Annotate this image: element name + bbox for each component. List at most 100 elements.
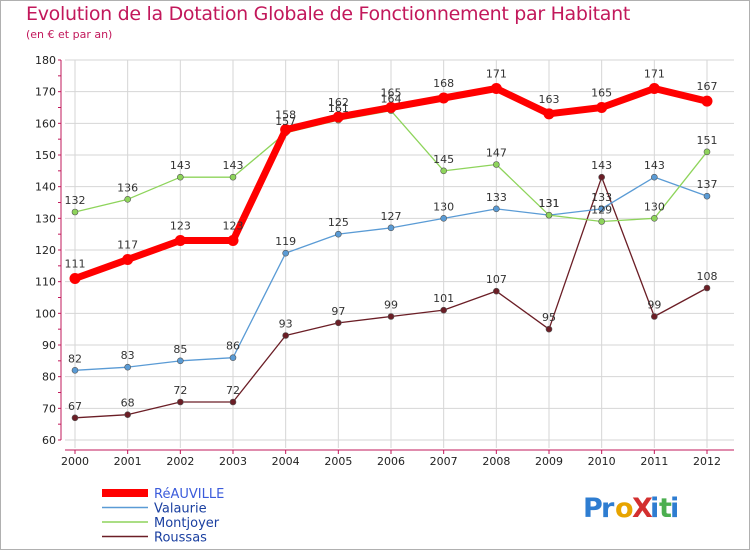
- data-label: 132: [65, 194, 86, 207]
- data-point: [227, 235, 239, 246]
- data-label: 171: [644, 68, 665, 81]
- y-tick-label: 170: [35, 86, 56, 99]
- chart-title: Evolution de la Dotation Globale de Fonc…: [26, 3, 631, 25]
- y-tick-label: 90: [42, 339, 56, 352]
- data-point: [282, 249, 289, 257]
- y-tick-label: 180: [35, 54, 56, 67]
- data-label: 131: [539, 197, 560, 210]
- data-label: 130: [433, 200, 454, 213]
- data-point: [493, 161, 500, 168]
- data-label: 165: [381, 87, 402, 100]
- data-point: [280, 124, 292, 136]
- data-label: 151: [697, 134, 718, 147]
- data-label: 99: [647, 299, 661, 312]
- data-point: [598, 173, 605, 181]
- data-point: [545, 325, 553, 333]
- y-tick-label: 110: [35, 276, 56, 289]
- data-labels-layer: 67 68 72 72 93 97 99 101 107 95 143 99 108 82 83 85 86 11…: [65, 68, 718, 413]
- y-tick-label: 80: [42, 371, 56, 384]
- data-point: [440, 306, 447, 314]
- data-label: 136: [117, 181, 138, 194]
- x-tick-label: 2008: [482, 455, 510, 468]
- series-layer: [69, 83, 713, 422]
- chart-subtitle: (en € et par an): [26, 28, 113, 41]
- data-label: 111: [65, 258, 86, 271]
- data-point: [440, 215, 447, 222]
- data-label: 162: [328, 96, 349, 109]
- data-label: 157: [275, 115, 296, 128]
- data-label: 158: [275, 109, 296, 122]
- x-tick-label: 2003: [219, 455, 247, 468]
- logo-letter: r: [601, 493, 615, 524]
- data-point: [387, 224, 395, 232]
- data-point: [596, 102, 608, 113]
- data-point: [651, 173, 658, 181]
- data-label: 72: [173, 384, 187, 397]
- data-label: 117: [117, 239, 138, 252]
- x-tick-label: 2007: [430, 455, 458, 468]
- logo-letter: P: [583, 493, 603, 524]
- data-label: 123: [223, 220, 244, 233]
- data-point: [438, 92, 450, 104]
- data-point: [71, 414, 79, 422]
- data-point: [335, 319, 342, 327]
- data-label: 143: [644, 159, 665, 172]
- data-label: 82: [68, 352, 82, 365]
- data-label: 107: [486, 273, 507, 286]
- data-point: [385, 102, 397, 113]
- data-label: 67: [68, 400, 82, 413]
- logo-letter: i: [670, 493, 679, 524]
- data-point: [490, 83, 502, 94]
- data-point: [703, 148, 711, 156]
- legend-label: Montjoyer: [154, 516, 220, 531]
- data-point: [174, 235, 186, 246]
- axes: 60 70 80 90 100 110 120 130 140 150 160 170 180 2000 2…: [35, 54, 734, 468]
- data-label: 133: [486, 191, 507, 204]
- y-tick-label: 70: [42, 402, 56, 415]
- data-point: [543, 108, 555, 120]
- legend-label: RéAUVILLE: [154, 487, 224, 502]
- data-label: 68: [121, 397, 135, 410]
- data-label: 85: [173, 343, 187, 356]
- x-tick-label: 2002: [166, 455, 194, 468]
- data-point: [229, 173, 237, 181]
- data-point: [177, 173, 184, 181]
- data-point: [648, 83, 660, 94]
- data-label: 147: [486, 147, 507, 160]
- y-tick-label: 120: [35, 244, 56, 257]
- data-label: 165: [591, 87, 612, 100]
- data-label: 119: [275, 235, 296, 248]
- y-tick-label: 60: [42, 434, 56, 447]
- data-label: 161: [328, 102, 349, 115]
- data-point: [124, 411, 131, 418]
- x-tick-label: 2011: [640, 455, 668, 468]
- data-label: 163: [539, 93, 560, 106]
- data-label: 168: [433, 77, 454, 90]
- data-point: [229, 398, 237, 406]
- data-label: 108: [697, 270, 718, 283]
- data-label: 125: [328, 216, 349, 229]
- grid-lines: [65, 59, 734, 448]
- data-point: [229, 354, 237, 361]
- x-tick-label: 2012: [693, 455, 721, 468]
- data-label: 143: [170, 159, 191, 172]
- data-label: 131: [539, 197, 560, 210]
- x-tick-label: 2006: [377, 455, 405, 468]
- data-point: [598, 205, 605, 213]
- logo-letter: X: [632, 493, 653, 524]
- data-point: [703, 192, 711, 200]
- data-label: 93: [279, 318, 293, 331]
- data-label: 133: [591, 191, 612, 204]
- data-point: [177, 398, 184, 406]
- data-point: [493, 205, 500, 213]
- x-tick-label: 2010: [588, 455, 616, 468]
- data-label: 86: [226, 340, 240, 353]
- proxiti-logo: Pr oXi ti: [583, 493, 679, 524]
- data-point: [124, 363, 131, 371]
- logo-letter: t: [659, 493, 672, 524]
- x-tick-label: 2000: [61, 455, 89, 468]
- x-tick-label: 2005: [324, 455, 352, 468]
- data-point: [124, 196, 131, 203]
- logo-letter: i: [650, 493, 659, 524]
